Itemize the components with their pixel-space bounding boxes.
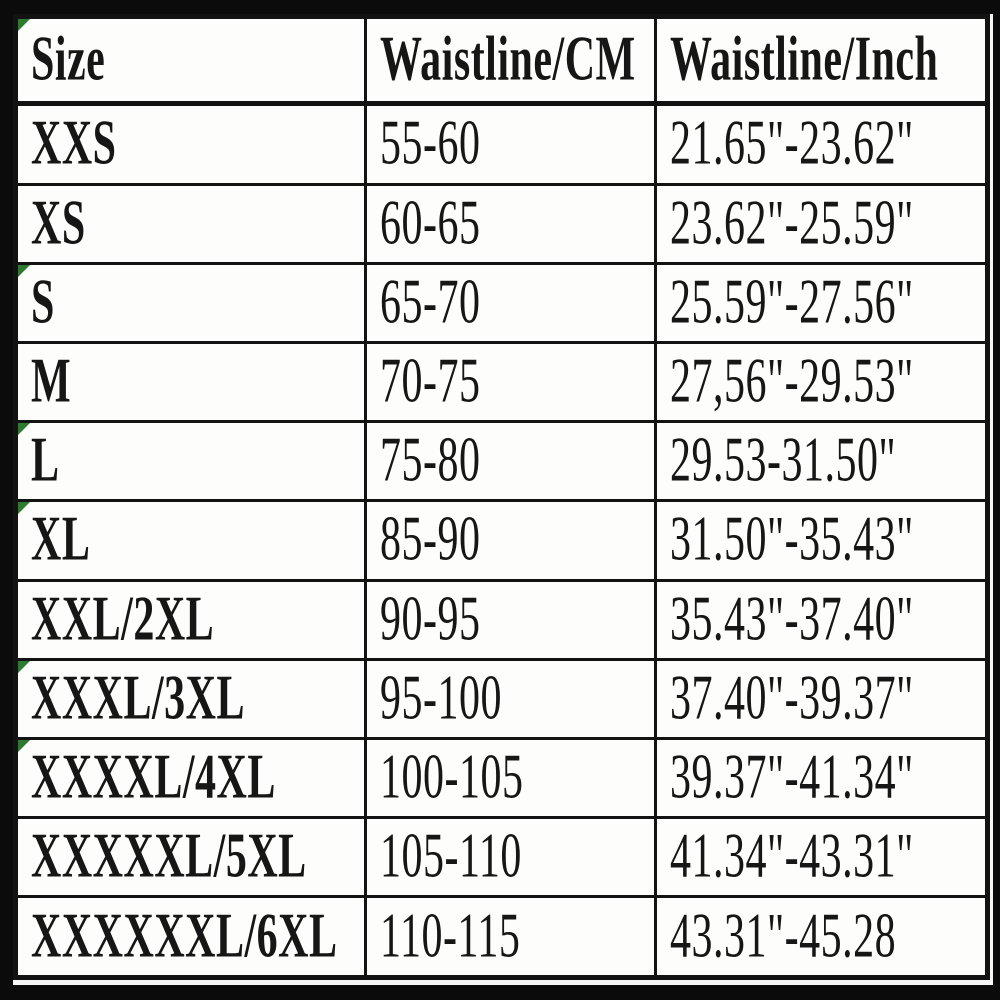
size-cell: XXXXXL/5XL	[14, 816, 367, 899]
cm-value: 100-105	[380, 743, 524, 813]
inch-value: 21.65"-23.62"	[670, 109, 914, 179]
size-value: S	[31, 268, 55, 338]
waistline-inch-cell: 29.53-31.50"	[654, 420, 989, 503]
size-cell: M	[14, 341, 367, 424]
waistline-inch-cell: 21.65"-23.62"	[654, 102, 989, 186]
inch-value: 37.40"-39.37"	[670, 664, 914, 734]
size-cell: XXL/2XL	[14, 578, 367, 661]
table-header: Size Waistline/CM Waistline/Inch	[14, 15, 989, 106]
inch-value: 29.53-31.50"	[670, 426, 897, 496]
waistline-cm-cell: 70-75	[364, 341, 657, 424]
waistline-inch-cell: 25.59"-27.56"	[654, 261, 989, 345]
cm-value: 70-75	[380, 347, 481, 417]
size-value: XXXXXL/5XL	[31, 822, 307, 892]
header-row: Size Waistline/CM Waistline/Inch	[14, 15, 989, 106]
waistline-cm-cell: 65-70	[364, 261, 657, 345]
waistline-cm-cell: 60-65	[364, 182, 657, 265]
size-value: XXXL/3XL	[31, 664, 246, 734]
size-value: L	[31, 426, 60, 496]
inch-value: 41.34"-43.31"	[670, 822, 914, 892]
inch-value: 31.50"-35.43"	[670, 505, 914, 575]
waistline-cm-cell: 75-80	[364, 420, 657, 503]
green-corner-marker-icon	[18, 424, 30, 436]
cm-value: 105-110	[380, 822, 522, 892]
size-cell: XXXL/3XL	[14, 657, 367, 740]
column-header-label: Size	[31, 25, 106, 95]
waistline-inch-cell: 35.43"-37.40"	[654, 578, 989, 661]
cm-value: 65-70	[380, 268, 481, 338]
size-value: XXS	[31, 109, 117, 179]
spreadsheet-area: Size Waistline/CM Waistline/Inch XXS 55-…	[13, 14, 993, 985]
waistline-cm-cell: 95-100	[364, 657, 657, 740]
table-row: XXXXXXL/6XL 110-115 43.31"-45.28	[14, 895, 989, 979]
inch-value: 25.59"-27.56"	[670, 268, 914, 338]
waistline-inch-cell: 37.40"-39.37"	[654, 657, 989, 740]
inch-value: 35.43"-37.40"	[670, 585, 914, 655]
waistline-cm-cell: 105-110	[364, 816, 657, 899]
green-corner-marker-icon	[18, 266, 30, 277]
size-cell: XXS	[14, 102, 367, 186]
green-corner-marker-icon	[18, 741, 30, 752]
waistline-inch-cell: 41.34"-43.31"	[654, 816, 989, 899]
cm-value: 75-80	[380, 426, 481, 496]
table-row: XXXXL/4XL 100-105 39.37"-41.34"	[14, 736, 989, 820]
column-header-label: Waistline/CM	[380, 25, 636, 95]
waistline-inch-cell: 43.31"-45.28	[654, 895, 989, 979]
green-corner-marker-icon	[18, 19, 30, 31]
inch-value: 39.37"-41.34"	[670, 743, 914, 813]
column-header-label: Waistline/Inch	[670, 25, 939, 95]
table-row: XXXXXL/5XL 105-110 41.34"-43.31"	[14, 816, 989, 899]
cm-value: 55-60	[380, 109, 481, 179]
size-cell: XXXXXXL/6XL	[14, 895, 367, 979]
cm-value: 110-115	[380, 902, 521, 972]
size-cell: XS	[14, 182, 367, 265]
waistline-cm-cell: 110-115	[364, 895, 657, 979]
table-row: XL 85-90 31.50"-35.43"	[14, 499, 989, 582]
green-corner-marker-icon	[18, 503, 30, 515]
table-row: XXS 55-60 21.65"-23.62"	[14, 102, 989, 186]
waistline-inch-cell: 31.50"-35.43"	[654, 499, 989, 582]
green-corner-marker-icon	[18, 662, 30, 673]
inch-value: 43.31"-45.28	[670, 902, 897, 972]
table-body: XXS 55-60 21.65"-23.62" XS 60-65 23.62"-…	[14, 102, 989, 979]
size-cell: L	[14, 420, 367, 503]
size-chart-table: Size Waistline/CM Waistline/Inch XXS 55-…	[13, 14, 990, 980]
table-row: XS 60-65 23.62"-25.59"	[14, 182, 989, 265]
cm-value: 95-100	[380, 664, 502, 734]
inch-value: 27,56"-29.53"	[670, 347, 914, 417]
table-row: L 75-80 29.53-31.50"	[14, 420, 989, 503]
waistline-cm-cell: 55-60	[364, 102, 657, 186]
size-cell: S	[14, 261, 367, 345]
size-cell: XXXXL/4XL	[14, 736, 367, 820]
inch-value: 23.62"-25.59"	[670, 189, 914, 259]
waistline-inch-cell: 27,56"-29.53"	[654, 341, 989, 424]
waistline-cm-cell: 100-105	[364, 736, 657, 820]
column-header-waistline-cm: Waistline/CM	[364, 15, 657, 106]
column-header-size: Size	[14, 15, 367, 106]
table-row: XXXL/3XL 95-100 37.40"-39.37"	[14, 657, 989, 740]
waistline-cm-cell: 85-90	[364, 499, 657, 582]
table-row: M 70-75 27,56"-29.53"	[14, 341, 989, 424]
size-cell: XL	[14, 499, 367, 582]
size-value: XXXXXXL/6XL	[31, 902, 338, 972]
table-row: S 65-70 25.59"-27.56"	[14, 261, 989, 345]
waistline-inch-cell: 23.62"-25.59"	[654, 182, 989, 265]
size-value: XXXXL/4XL	[31, 743, 276, 813]
size-value: XS	[31, 189, 86, 259]
cm-value: 85-90	[380, 505, 481, 575]
size-value: XL	[31, 505, 91, 575]
size-value: M	[31, 347, 72, 417]
waistline-cm-cell: 90-95	[364, 578, 657, 661]
cm-value: 90-95	[380, 585, 481, 655]
size-value: XXL/2XL	[31, 585, 215, 655]
cm-value: 60-65	[380, 189, 481, 259]
waistline-inch-cell: 39.37"-41.34"	[654, 736, 989, 820]
column-header-waistline-inch: Waistline/Inch	[654, 15, 989, 106]
table-row: XXL/2XL 90-95 35.43"-37.40"	[14, 578, 989, 661]
